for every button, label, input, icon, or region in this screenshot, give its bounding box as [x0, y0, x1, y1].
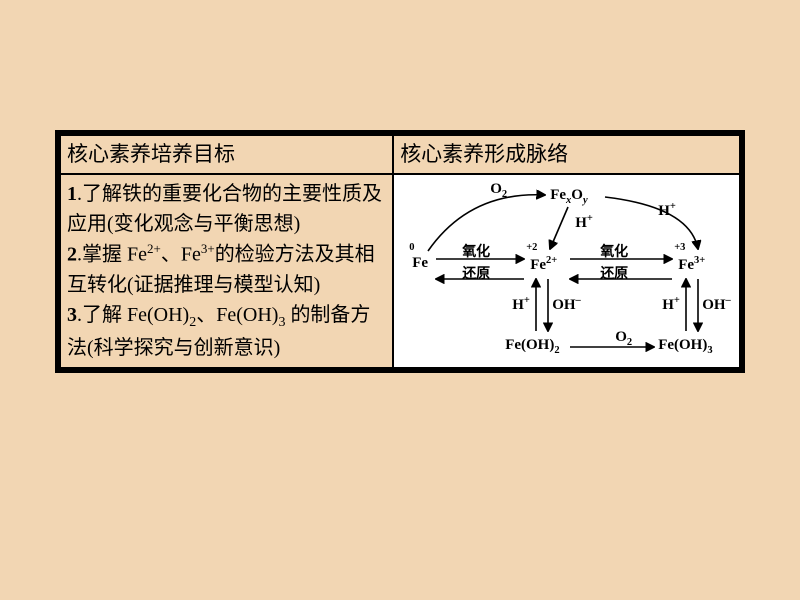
objective-3: 3.了解 Fe(OH)2、Fe(OH)3 的制备方法(科学探究与创新意识) [67, 300, 386, 363]
competency-table: 核心素养培养目标 核心素养形成脉络 1.了解铁的重要化合物的主要性质及应用(变化… [59, 134, 741, 369]
main-table: 核心素养培养目标 核心素养形成脉络 1.了解铁的重要化合物的主要性质及应用(变化… [55, 130, 745, 373]
objectives-list: 1.了解铁的重要化合物的主要性质及应用(变化观念与平衡思想) 2.掌握 Fe2+… [67, 179, 386, 363]
diagram-arrows [400, 179, 740, 359]
objective-2: 2.掌握 Fe2+、Fe3+的检验方法及其相互转化(证据推理与模型认知) [67, 239, 386, 300]
header-left: 核心素养培养目标 [60, 135, 393, 174]
objective-1: 1.了解铁的重要化合物的主要性质及应用(变化观念与平衡思想) [67, 179, 386, 239]
diagram-cell: FexOy 0 Fe +2 Fe2+ +3 Fe [393, 174, 740, 368]
header-right: 核心素养形成脉络 [393, 135, 740, 174]
iron-diagram: FexOy 0 Fe +2 Fe2+ +3 Fe [400, 179, 733, 359]
objectives-cell: 1.了解铁的重要化合物的主要性质及应用(变化观念与平衡思想) 2.掌握 Fe2+… [60, 174, 393, 368]
